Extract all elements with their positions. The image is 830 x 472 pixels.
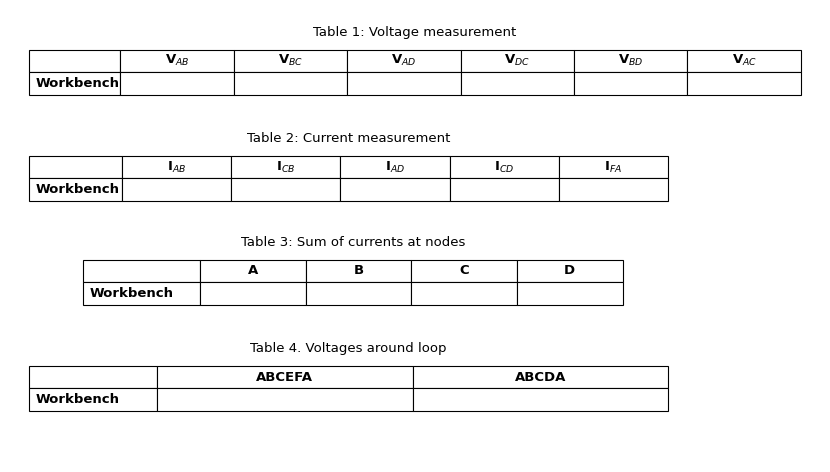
Bar bbox=[461, 72, 574, 95]
Text: I$_{FA}$: I$_{FA}$ bbox=[604, 160, 622, 175]
Bar bbox=[83, 282, 200, 305]
Text: A: A bbox=[248, 264, 258, 278]
Bar bbox=[574, 50, 687, 72]
Bar bbox=[29, 178, 122, 201]
Text: V$_{BC}$: V$_{BC}$ bbox=[278, 53, 303, 68]
Text: I$_{AB}$: I$_{AB}$ bbox=[167, 160, 186, 175]
Text: C: C bbox=[459, 264, 469, 278]
Text: I$_{AD}$: I$_{AD}$ bbox=[385, 160, 405, 175]
Bar bbox=[517, 260, 622, 282]
Bar bbox=[231, 178, 340, 201]
Bar bbox=[450, 156, 559, 178]
Bar bbox=[122, 156, 231, 178]
Bar bbox=[347, 50, 461, 72]
Bar bbox=[347, 72, 461, 95]
Text: ABCDA: ABCDA bbox=[515, 371, 566, 384]
Bar bbox=[412, 260, 517, 282]
Bar bbox=[305, 260, 412, 282]
Bar bbox=[29, 366, 157, 388]
Text: V$_{DC}$: V$_{DC}$ bbox=[505, 53, 530, 68]
Bar bbox=[231, 156, 340, 178]
Text: V$_{AC}$: V$_{AC}$ bbox=[731, 53, 757, 68]
Text: V$_{BD}$: V$_{BD}$ bbox=[618, 53, 643, 68]
Bar bbox=[574, 72, 687, 95]
Text: V$_{AD}$: V$_{AD}$ bbox=[391, 53, 417, 68]
Bar bbox=[233, 72, 347, 95]
Text: ABCEFA: ABCEFA bbox=[256, 371, 313, 384]
Text: Workbench: Workbench bbox=[36, 77, 120, 90]
Bar bbox=[29, 72, 120, 95]
Text: Workbench: Workbench bbox=[36, 393, 120, 406]
Text: I$_{CB}$: I$_{CB}$ bbox=[276, 160, 295, 175]
Text: Workbench: Workbench bbox=[90, 287, 173, 300]
Bar bbox=[413, 366, 668, 388]
Text: Workbench: Workbench bbox=[36, 183, 120, 196]
Bar bbox=[29, 388, 157, 411]
Bar bbox=[233, 50, 347, 72]
Bar bbox=[340, 156, 450, 178]
Bar bbox=[83, 260, 200, 282]
Bar bbox=[29, 50, 120, 72]
Bar bbox=[305, 282, 412, 305]
Bar bbox=[120, 72, 233, 95]
Bar bbox=[517, 282, 622, 305]
Text: I$_{CD}$: I$_{CD}$ bbox=[494, 160, 515, 175]
Bar bbox=[559, 178, 668, 201]
Bar bbox=[687, 72, 801, 95]
Text: Table 1: Voltage measurement: Table 1: Voltage measurement bbox=[314, 26, 516, 39]
Text: V$_{AB}$: V$_{AB}$ bbox=[164, 53, 189, 68]
Bar bbox=[413, 388, 668, 411]
Bar bbox=[687, 50, 801, 72]
Text: Table 2: Current measurement: Table 2: Current measurement bbox=[247, 132, 451, 145]
Bar bbox=[122, 178, 231, 201]
Text: D: D bbox=[564, 264, 575, 278]
Text: Table 3: Sum of currents at nodes: Table 3: Sum of currents at nodes bbox=[241, 236, 465, 249]
Bar bbox=[412, 282, 517, 305]
Bar bbox=[157, 366, 413, 388]
Bar bbox=[461, 50, 574, 72]
Text: B: B bbox=[354, 264, 364, 278]
Text: Table 4. Voltages around loop: Table 4. Voltages around loop bbox=[251, 342, 447, 355]
Bar bbox=[29, 156, 122, 178]
Bar bbox=[450, 178, 559, 201]
Bar bbox=[120, 50, 233, 72]
Bar bbox=[559, 156, 668, 178]
Bar bbox=[200, 260, 305, 282]
Bar bbox=[340, 178, 450, 201]
Bar bbox=[157, 388, 413, 411]
Bar bbox=[200, 282, 305, 305]
